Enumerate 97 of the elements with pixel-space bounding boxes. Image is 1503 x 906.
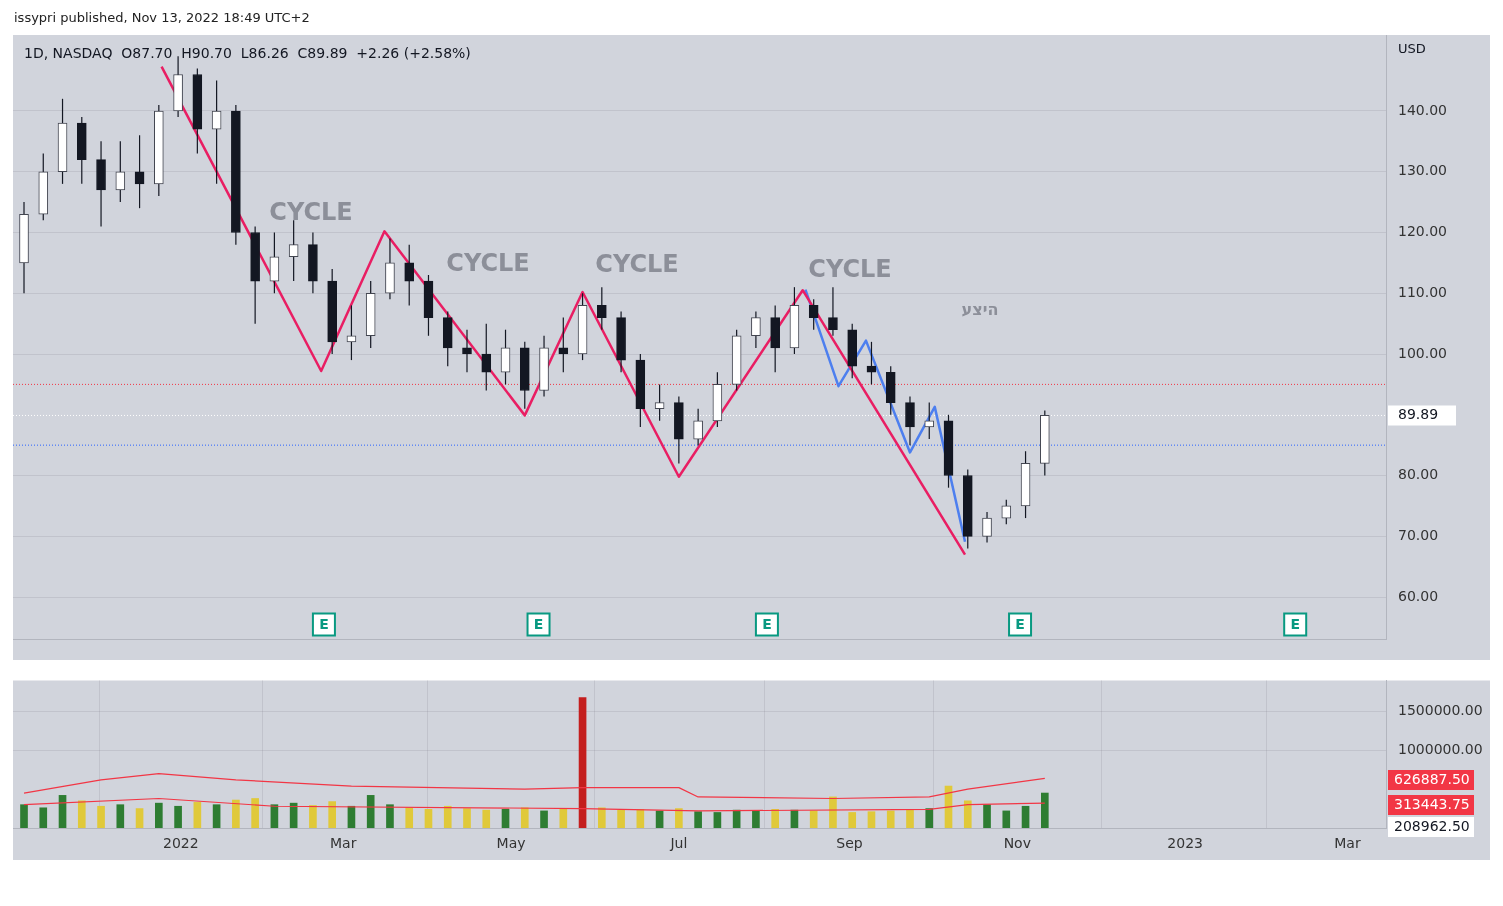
bar [251,798,259,828]
x-tick-label: Nov [1003,835,1031,852]
candlestick [115,140,126,203]
chart-subtitle: issypri published, Nov 13, 2022 18:49 UTC+2 [14,10,310,25]
y-tick-label: 80.00 [1398,466,1439,483]
y-tick-label: 60.00 [1398,587,1439,604]
bar [1040,792,1049,828]
bar [135,808,144,828]
x-tick-label: May [496,835,526,852]
candlestick [501,329,510,385]
bar [155,802,163,828]
y-tick-label: 140.00 [1398,101,1447,118]
candlestick [596,286,607,331]
candlestick [1001,499,1012,525]
text: 208962.50 [1394,817,1470,834]
bar [212,804,221,828]
bar [366,795,375,828]
annotation: E [533,616,544,633]
annotation: E [1290,616,1300,633]
y-tick-label: 70.00 [1398,526,1439,543]
bar [867,811,876,828]
bar [1002,810,1011,828]
bar [886,810,895,828]
bar [752,810,760,828]
bar [1021,805,1030,828]
bar [232,799,240,828]
candlestick [481,323,492,392]
x-tick-label: Mar [1334,835,1361,852]
candlestick [346,304,357,361]
bar [675,808,683,828]
candlestick [828,286,838,337]
y-axis-title: USD [1398,41,1426,57]
x-tick-label: 2023 [1167,835,1203,852]
bar [193,802,202,828]
candlestick [134,134,145,209]
bar [328,801,336,828]
bar [925,808,934,828]
annotation: CYCLE [446,249,530,278]
annotation: E [1015,616,1025,633]
candlestick [982,511,992,543]
bar [829,796,837,828]
bar [77,800,86,828]
bar [771,809,779,828]
text: 626887.50 [1394,770,1470,787]
bar [713,812,722,828]
bar [597,807,606,828]
y-tick-label: 1500000.00 [1398,702,1483,719]
bar [424,809,433,828]
candlestick [808,298,819,331]
x-tick-label: 2022 [163,835,199,852]
annotation: היצע [961,300,999,320]
bar [463,808,471,828]
text: 1D, NASDAQ O87.70 H90.70 L86.26 C89.89 +2.26 (+2.58%) [24,44,471,61]
candlestick [866,341,877,385]
bar [309,805,317,828]
bar [559,808,568,828]
bar [116,804,125,828]
y-tick-label: 100.00 [1398,344,1447,361]
bar [906,809,914,828]
annotation: CYCLE [595,250,679,279]
bar [540,810,548,828]
bar [443,805,452,828]
annotation: E [319,616,329,633]
y-tick-label: 110.00 [1398,283,1447,300]
bar [20,804,28,828]
x-tick-label: Mar [329,835,357,852]
x-tick-label: Jul [669,835,688,852]
candlestick [211,79,222,185]
y-tick-label: 130.00 [1398,162,1447,179]
ref-line-label: 89.89 [1398,406,1439,423]
bar [963,800,972,828]
candlestick [905,395,915,446]
bar [405,807,414,828]
text: 313443.75 [1394,795,1470,812]
bar [520,807,529,828]
bar [983,804,991,828]
bar [501,809,510,828]
bar [97,805,105,828]
candlestick [288,219,299,282]
bar [617,809,625,828]
bar [386,804,394,828]
bar [694,811,702,828]
y-tick-label: 120.00 [1398,223,1447,240]
bar [174,805,182,828]
candlestick [751,310,761,349]
annotation: E [762,616,772,633]
candlestick [269,231,280,294]
bar [848,812,857,828]
annotation: CYCLE [269,198,353,227]
candlestick [404,244,415,306]
bar [809,810,818,828]
x-tick-label: Sep [836,835,863,852]
y-tick-label: 1000000.00 [1398,740,1483,757]
annotation: CYCLE [808,255,892,284]
bar [39,807,48,828]
bar [482,809,491,828]
bar [578,697,587,828]
